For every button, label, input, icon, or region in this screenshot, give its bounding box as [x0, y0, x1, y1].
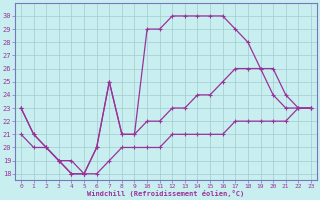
X-axis label: Windchill (Refroidissement éolien,°C): Windchill (Refroidissement éolien,°C) [87, 190, 244, 197]
